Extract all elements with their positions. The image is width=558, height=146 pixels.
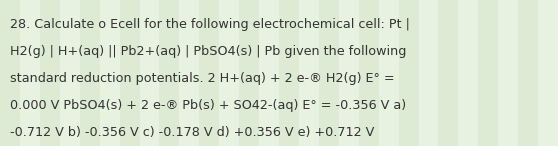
Text: H2(g) | H+(aq) || Pb2+(aq) | PbSO4(s) | Pb given the following: H2(g) | H+(aq) || Pb2+(aq) | PbSO4(s) | … <box>10 45 406 58</box>
Bar <box>160 0 179 146</box>
Bar <box>40 0 60 146</box>
Bar <box>398 0 418 146</box>
Text: 28. Calculate o Ecell for the following electrochemical cell: Pt |: 28. Calculate o Ecell for the following … <box>10 18 410 31</box>
Bar <box>0 0 20 146</box>
Bar <box>319 0 339 146</box>
Bar <box>119 0 140 146</box>
Bar <box>100 0 119 146</box>
Bar <box>20 0 40 146</box>
Text: standard reduction potentials. 2 H+(aq) + 2 e-® H2(g) E° =: standard reduction potentials. 2 H+(aq) … <box>10 72 395 85</box>
Bar <box>199 0 219 146</box>
Bar <box>439 0 458 146</box>
Bar <box>379 0 398 146</box>
Text: -0.712 V b) -0.356 V c) -0.178 V d) +0.356 V e) +0.712 V: -0.712 V b) -0.356 V c) -0.178 V d) +0.3… <box>10 126 374 139</box>
Bar <box>239 0 259 146</box>
Bar <box>259 0 279 146</box>
Bar <box>299 0 319 146</box>
Text: 0.000 V PbSO4(s) + 2 e-® Pb(s) + SO42-(aq) E° = -0.356 V a): 0.000 V PbSO4(s) + 2 e-® Pb(s) + SO42-(a… <box>10 99 406 112</box>
Bar <box>418 0 439 146</box>
Bar <box>219 0 239 146</box>
Bar <box>458 0 478 146</box>
Bar <box>498 0 518 146</box>
Bar <box>359 0 379 146</box>
Bar <box>478 0 498 146</box>
Bar <box>60 0 80 146</box>
Bar <box>279 0 299 146</box>
Bar <box>179 0 199 146</box>
Bar <box>518 0 538 146</box>
Bar <box>80 0 100 146</box>
Bar <box>339 0 359 146</box>
Bar <box>538 0 558 146</box>
Bar <box>140 0 160 146</box>
